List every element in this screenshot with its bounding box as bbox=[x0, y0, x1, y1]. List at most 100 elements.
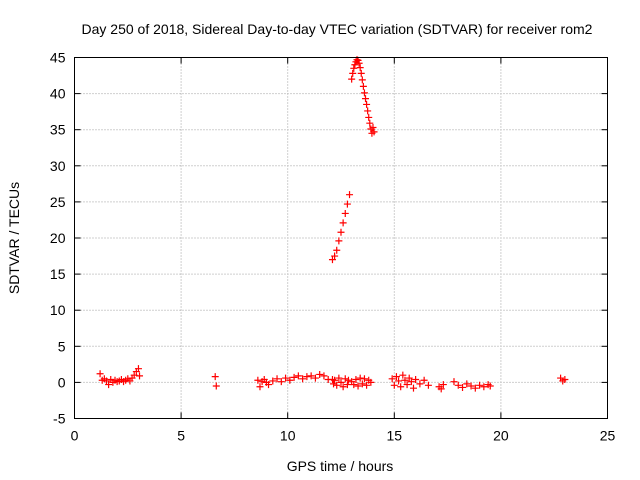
x-tick-label: 25 bbox=[600, 428, 616, 444]
data-point bbox=[256, 383, 264, 391]
data-point bbox=[356, 374, 364, 382]
data-point bbox=[561, 376, 569, 384]
data-point bbox=[363, 100, 371, 108]
data-point bbox=[439, 381, 447, 389]
data-point bbox=[357, 69, 365, 77]
data-point bbox=[269, 377, 277, 385]
data-point bbox=[337, 228, 345, 236]
data-point bbox=[348, 75, 356, 83]
data-point bbox=[399, 371, 407, 379]
data-point bbox=[349, 69, 357, 77]
data-point bbox=[362, 95, 370, 103]
data-point bbox=[352, 376, 360, 384]
x-tick-label: 0 bbox=[71, 428, 79, 444]
grid-layer bbox=[74, 57, 608, 419]
y-tick-label: 45 bbox=[50, 50, 66, 66]
data-point bbox=[360, 375, 368, 383]
data-point bbox=[486, 382, 494, 390]
y-tick-label: 40 bbox=[50, 86, 66, 102]
x-tick-label: 15 bbox=[387, 428, 403, 444]
data-point bbox=[480, 383, 488, 391]
data-point bbox=[339, 383, 347, 391]
y-tick-label: 15 bbox=[50, 266, 66, 282]
data-point bbox=[358, 76, 366, 84]
y-tick-label: 10 bbox=[50, 302, 66, 318]
data-point bbox=[392, 373, 400, 381]
data-point bbox=[350, 64, 358, 72]
data-point bbox=[346, 191, 354, 199]
data-point bbox=[416, 380, 424, 388]
data-point bbox=[356, 64, 364, 72]
y-tick-label: -5 bbox=[53, 411, 66, 427]
data-point bbox=[437, 385, 445, 393]
data-point bbox=[273, 375, 281, 383]
axis-ticks-layer: 0 5 10 15 20 25 -5 0 5 10 15 20 25 30 35 40 45 bbox=[50, 50, 616, 444]
data-point bbox=[333, 246, 341, 254]
data-point bbox=[471, 384, 479, 392]
data-point bbox=[303, 373, 311, 381]
data-point bbox=[370, 128, 378, 136]
data-point bbox=[294, 372, 302, 380]
data-point bbox=[367, 378, 375, 386]
data-point bbox=[331, 376, 339, 384]
y-tick-label: 35 bbox=[50, 122, 66, 138]
data-point bbox=[467, 382, 475, 390]
data-point bbox=[330, 380, 338, 388]
data-point bbox=[355, 59, 363, 67]
data-point bbox=[476, 381, 484, 389]
data-point bbox=[397, 383, 405, 391]
data-point bbox=[105, 381, 113, 389]
y-tick-label: 30 bbox=[50, 158, 66, 174]
data-point bbox=[360, 89, 368, 97]
data-point bbox=[359, 82, 367, 90]
x-tick-label: 20 bbox=[493, 428, 509, 444]
data-point bbox=[344, 376, 352, 384]
x-axis-label: GPS time / hours bbox=[287, 458, 394, 474]
data-point bbox=[328, 256, 336, 264]
data-point bbox=[450, 378, 458, 386]
data-point bbox=[212, 382, 220, 390]
data-point bbox=[405, 374, 413, 382]
data-point bbox=[420, 376, 428, 384]
data-point bbox=[277, 378, 285, 386]
y-axis-label: SDTVAR / TECUs bbox=[6, 182, 22, 294]
data-point bbox=[265, 381, 273, 389]
data-point bbox=[299, 375, 307, 383]
data-point bbox=[388, 375, 396, 383]
data-point bbox=[339, 219, 347, 227]
data-point bbox=[341, 375, 349, 383]
data-point bbox=[311, 374, 319, 382]
data-point bbox=[136, 372, 144, 380]
data-point bbox=[286, 376, 294, 384]
data-point bbox=[307, 372, 315, 380]
data-point bbox=[211, 373, 219, 381]
y-tick-label: 25 bbox=[50, 194, 66, 210]
data-point bbox=[350, 381, 358, 389]
data-point bbox=[337, 378, 345, 386]
data-point bbox=[366, 119, 374, 127]
data-point bbox=[290, 373, 298, 381]
data-point bbox=[365, 113, 373, 121]
data-point bbox=[130, 371, 138, 379]
data-point bbox=[282, 374, 290, 382]
data-point bbox=[341, 209, 349, 217]
data-point bbox=[459, 383, 467, 391]
data-point bbox=[343, 200, 351, 208]
data-point bbox=[254, 376, 262, 384]
data-point bbox=[96, 370, 104, 378]
data-point bbox=[407, 378, 415, 386]
data-point bbox=[343, 381, 351, 389]
x-tick-label: 10 bbox=[280, 428, 296, 444]
data-point bbox=[331, 252, 339, 260]
data-point bbox=[102, 377, 110, 385]
data-point bbox=[358, 380, 366, 388]
data-point bbox=[363, 381, 371, 389]
y-tick-label: 0 bbox=[58, 374, 66, 390]
data-point bbox=[424, 381, 432, 389]
data-point bbox=[412, 376, 420, 384]
data-point bbox=[390, 381, 398, 389]
y-tick-label: 20 bbox=[50, 230, 66, 246]
data-point bbox=[134, 365, 142, 373]
data-point bbox=[335, 374, 343, 382]
